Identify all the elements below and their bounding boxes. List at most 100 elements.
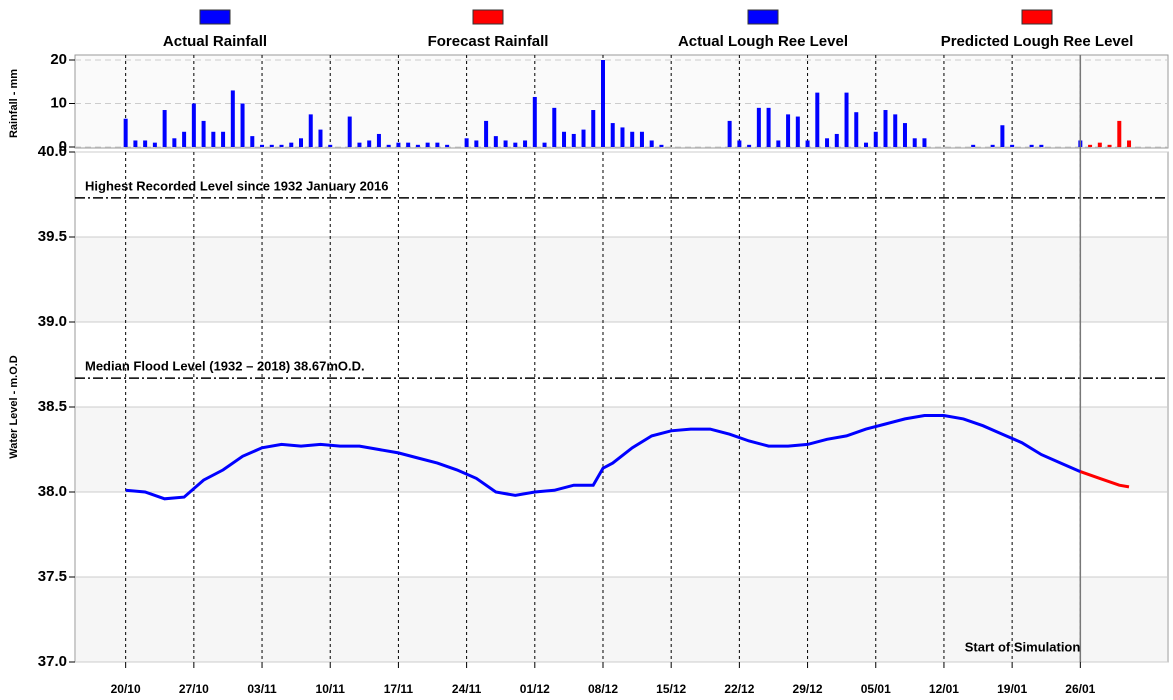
bar bbox=[766, 107, 771, 147]
bar bbox=[415, 144, 420, 147]
bar bbox=[542, 142, 547, 147]
band bbox=[76, 237, 1167, 322]
y-tick-label: 40.0 bbox=[38, 143, 67, 160]
bar bbox=[260, 144, 265, 147]
bar bbox=[513, 142, 518, 147]
bar bbox=[269, 144, 274, 147]
x-tick-label: 27/10 bbox=[179, 682, 209, 696]
bar bbox=[474, 140, 479, 147]
y-tick-label: 37.0 bbox=[38, 653, 67, 670]
x-tick-label: 12/01 bbox=[929, 682, 959, 696]
x-tick-label: 17/11 bbox=[384, 682, 414, 696]
bar bbox=[659, 144, 664, 147]
bar bbox=[386, 144, 391, 147]
bar bbox=[201, 120, 206, 147]
bar bbox=[357, 142, 362, 147]
y-tick-label: 39.0 bbox=[38, 313, 67, 330]
bar bbox=[328, 144, 333, 147]
x-tick-label: 22/12 bbox=[724, 682, 754, 696]
bar bbox=[815, 92, 820, 147]
bar bbox=[279, 144, 284, 147]
annotation: Start of Simulation bbox=[965, 639, 1081, 654]
bar bbox=[922, 138, 927, 147]
bar bbox=[396, 142, 401, 147]
y-tick-label: 20 bbox=[50, 51, 67, 68]
legend-label: Actual Rainfall bbox=[163, 33, 267, 50]
bar bbox=[425, 142, 430, 147]
bar bbox=[552, 107, 557, 147]
bar bbox=[1107, 144, 1112, 147]
bar bbox=[445, 144, 450, 147]
bar bbox=[230, 90, 235, 147]
bar bbox=[152, 142, 157, 147]
bar bbox=[503, 140, 508, 147]
bar bbox=[1097, 142, 1102, 147]
bar bbox=[571, 133, 576, 147]
y-tick-label: 10 bbox=[50, 94, 67, 111]
bar bbox=[1010, 144, 1015, 147]
bar bbox=[864, 142, 869, 147]
bar bbox=[1029, 144, 1034, 147]
bar bbox=[747, 144, 752, 147]
bar bbox=[367, 140, 372, 147]
bar bbox=[756, 107, 761, 147]
legend-swatch bbox=[199, 9, 231, 25]
level-line bbox=[125, 414, 1081, 501]
bar bbox=[250, 136, 255, 147]
bar bbox=[289, 142, 294, 147]
bar bbox=[776, 140, 781, 147]
bar bbox=[464, 138, 469, 147]
legend-swatch bbox=[747, 9, 779, 25]
legend-label: Forecast Rainfall bbox=[428, 33, 549, 50]
bar bbox=[805, 140, 810, 147]
bar bbox=[990, 144, 995, 147]
bar bbox=[893, 114, 898, 147]
legend-swatch bbox=[1021, 9, 1053, 25]
x-tick-label: 29/12 bbox=[793, 682, 823, 696]
bar bbox=[318, 129, 323, 147]
bar bbox=[912, 138, 917, 147]
x-tick-label: 03/11 bbox=[247, 682, 277, 696]
bar bbox=[1039, 144, 1044, 147]
bar bbox=[182, 131, 187, 147]
bar bbox=[854, 112, 859, 147]
y-axis-label: Rainfall - mm bbox=[8, 69, 20, 138]
bar bbox=[786, 114, 791, 147]
bar bbox=[221, 131, 226, 147]
bar bbox=[299, 138, 304, 147]
legend-swatch bbox=[472, 9, 504, 25]
bar bbox=[562, 131, 567, 147]
band bbox=[76, 577, 1167, 662]
bar bbox=[123, 118, 128, 147]
bar bbox=[484, 120, 489, 147]
y-tick-label: 0 bbox=[59, 138, 67, 155]
bar bbox=[620, 127, 625, 147]
bar bbox=[240, 103, 245, 147]
bar bbox=[873, 131, 878, 147]
bar bbox=[649, 140, 654, 147]
bar bbox=[610, 123, 615, 147]
bar bbox=[211, 131, 216, 147]
bar bbox=[308, 114, 313, 147]
reference-label: Highest Recorded Level since 1932 Januar… bbox=[85, 178, 389, 193]
bar bbox=[162, 110, 167, 147]
bar bbox=[523, 140, 528, 147]
bar bbox=[737, 140, 742, 147]
bar bbox=[844, 92, 849, 147]
bar bbox=[630, 131, 635, 147]
band bbox=[76, 407, 1167, 492]
bar bbox=[435, 142, 440, 147]
y-tick-label: 39.5 bbox=[38, 228, 67, 245]
bar bbox=[1117, 120, 1122, 147]
bar bbox=[795, 116, 800, 147]
bar bbox=[600, 60, 605, 147]
bar bbox=[902, 123, 907, 147]
bar bbox=[406, 142, 411, 147]
legend-label: Predicted Lough Ree Level bbox=[941, 33, 1134, 50]
level-line bbox=[1079, 470, 1130, 489]
x-tick-label: 05/01 bbox=[861, 682, 891, 696]
y-tick-label: 38.5 bbox=[38, 398, 67, 415]
bar bbox=[834, 133, 839, 147]
bar bbox=[639, 131, 644, 147]
bar bbox=[591, 110, 596, 147]
